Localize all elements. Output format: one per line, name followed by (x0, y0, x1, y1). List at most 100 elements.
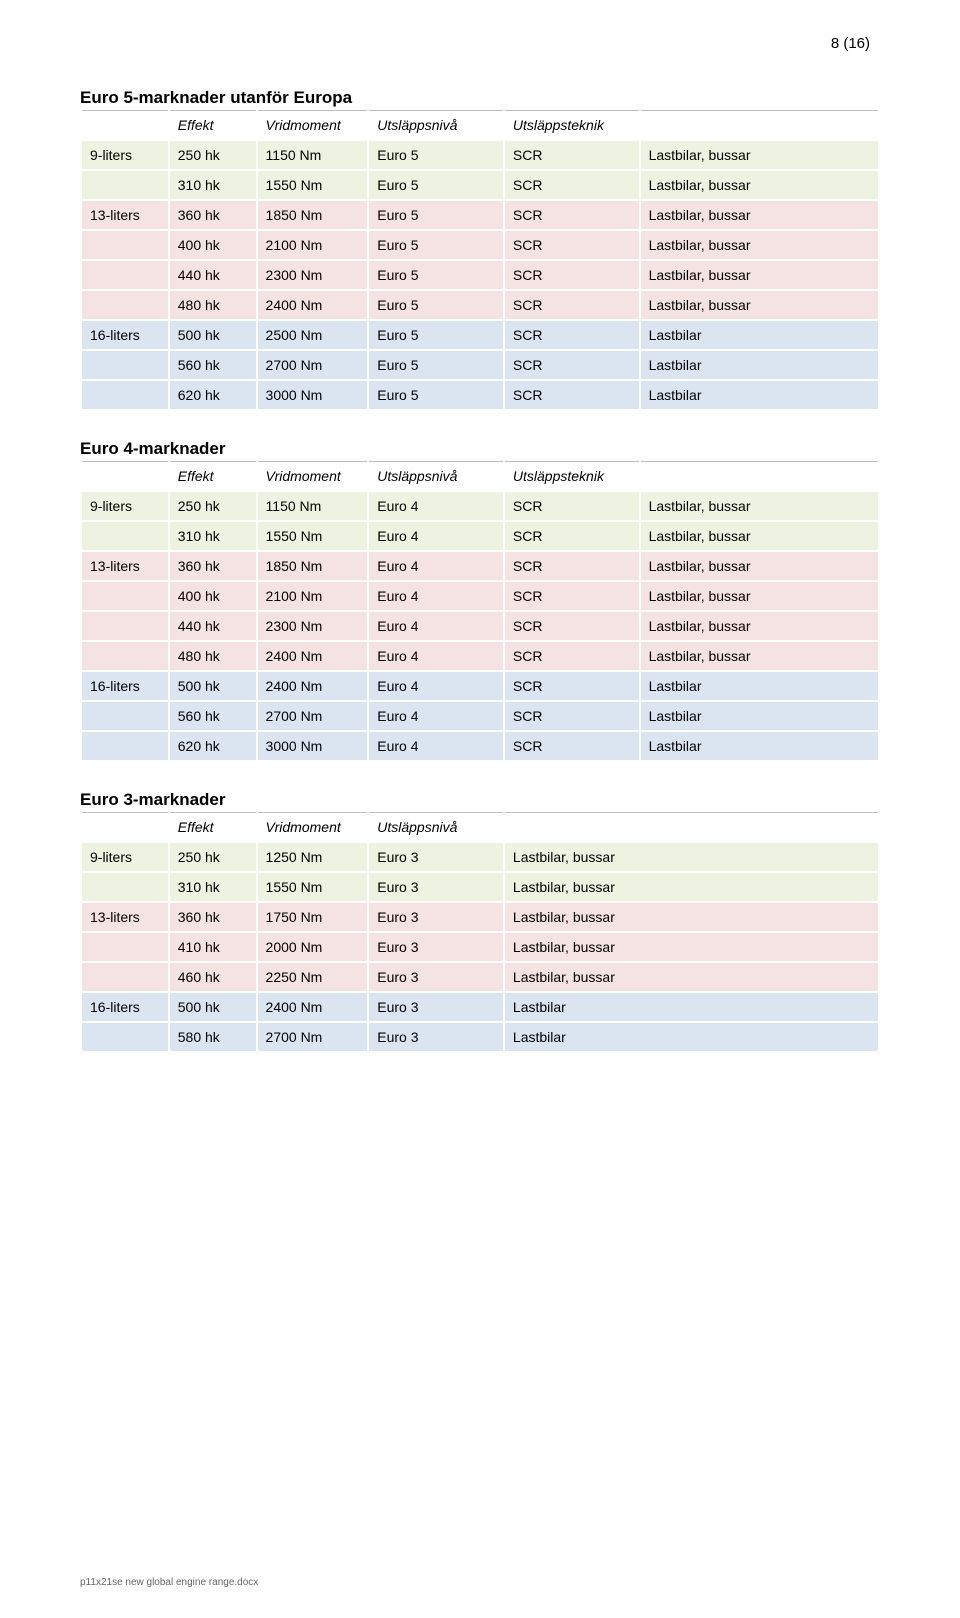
column-header (640, 111, 879, 141)
table-cell: 1150 Nm (257, 140, 369, 170)
table-cell: Euro 3 (368, 932, 504, 962)
table-cell: SCR (504, 170, 640, 200)
table-cell: Euro 5 (368, 320, 504, 350)
table-cell: 410 hk (169, 932, 257, 962)
table-cell: Euro 4 (368, 641, 504, 671)
table-row: 480 hk2400 NmEuro 4SCRLastbilar, bussar (81, 641, 879, 671)
table-cell: SCR (504, 320, 640, 350)
table-cell: Euro 3 (368, 842, 504, 872)
table-cell: Euro 3 (368, 992, 504, 1022)
table-cell: 2500 Nm (257, 320, 369, 350)
table-row: 13-liters360 hk1750 NmEuro 3Lastbilar, b… (81, 902, 879, 932)
table-cell (81, 872, 169, 902)
table-cell: SCR (504, 731, 640, 761)
table-cell: SCR (504, 491, 640, 521)
table-cell: 2300 Nm (257, 260, 369, 290)
table-cell: Euro 5 (368, 230, 504, 260)
table-cell: Lastbilar, bussar (504, 842, 879, 872)
column-header: Effekt (169, 462, 257, 492)
table-cell: 16-liters (81, 992, 169, 1022)
table-cell: SCR (504, 701, 640, 731)
table-cell: SCR (504, 581, 640, 611)
table-row: 16-liters500 hk2400 NmEuro 4SCRLastbilar (81, 671, 879, 701)
table-cell: Lastbilar, bussar (504, 962, 879, 992)
table-cell: 1550 Nm (257, 521, 369, 551)
column-header: Effekt (169, 813, 257, 843)
table-cell: SCR (504, 290, 640, 320)
column-header: Effekt (169, 111, 257, 141)
table-cell (81, 962, 169, 992)
table-cell: Euro 5 (368, 140, 504, 170)
table-cell: 360 hk (169, 200, 257, 230)
section-title: Euro 4-marknader (80, 439, 880, 459)
table-cell: Euro 5 (368, 290, 504, 320)
table-cell: Euro 4 (368, 731, 504, 761)
table-cell: Lastbilar, bussar (640, 551, 879, 581)
column-header (81, 462, 169, 492)
table-row: 13-liters360 hk1850 NmEuro 5SCRLastbilar… (81, 200, 879, 230)
table-cell: 1850 Nm (257, 200, 369, 230)
table-cell: 13-liters (81, 902, 169, 932)
table-cell: Euro 5 (368, 200, 504, 230)
page: 8 (16) Euro 5-marknader utanför EuropaEf… (0, 0, 960, 1618)
table-cell: 16-liters (81, 320, 169, 350)
table-cell: SCR (504, 611, 640, 641)
table-cell: Euro 3 (368, 1022, 504, 1052)
table-cell: Euro 4 (368, 701, 504, 731)
table-cell: SCR (504, 200, 640, 230)
table-cell: Lastbilar (640, 320, 879, 350)
table-cell: 2400 Nm (257, 641, 369, 671)
table-cell (81, 170, 169, 200)
table-cell: Lastbilar (640, 731, 879, 761)
table-cell: Lastbilar, bussar (504, 932, 879, 962)
table-cell: 2000 Nm (257, 932, 369, 962)
table-cell: 2100 Nm (257, 230, 369, 260)
column-header: Vridmoment (257, 111, 369, 141)
table-cell: 2300 Nm (257, 611, 369, 641)
table-cell: 250 hk (169, 491, 257, 521)
table-cell: SCR (504, 380, 640, 410)
table-cell: Euro 4 (368, 581, 504, 611)
table-cell: 2700 Nm (257, 1022, 369, 1052)
table-cell: Lastbilar (504, 992, 879, 1022)
table-cell: Lastbilar, bussar (640, 611, 879, 641)
table-cell (81, 380, 169, 410)
table-cell: Lastbilar, bussar (640, 521, 879, 551)
table-cell: SCR (504, 641, 640, 671)
table-cell: Lastbilar, bussar (640, 581, 879, 611)
table-cell: 580 hk (169, 1022, 257, 1052)
table-cell: SCR (504, 260, 640, 290)
table-row: 440 hk2300 NmEuro 5SCRLastbilar, bussar (81, 260, 879, 290)
column-header (81, 813, 169, 843)
table-row: 16-liters500 hk2400 NmEuro 3Lastbilar (81, 992, 879, 1022)
data-table: EffektVridmomentUtsläppsnivå9-liters250 … (80, 812, 880, 1053)
table-cell: 400 hk (169, 230, 257, 260)
column-header: Utsläppsnivå (368, 111, 504, 141)
table-row: 400 hk2100 NmEuro 4SCRLastbilar, bussar (81, 581, 879, 611)
table-cell: 310 hk (169, 170, 257, 200)
table-cell: 9-liters (81, 842, 169, 872)
table-cell: 9-liters (81, 140, 169, 170)
table-cell: 440 hk (169, 260, 257, 290)
table-row: 560 hk2700 NmEuro 4SCRLastbilar (81, 701, 879, 731)
sections-container: Euro 5-marknader utanför EuropaEffektVri… (80, 88, 880, 1053)
table-row: 560 hk2700 NmEuro 5SCRLastbilar (81, 350, 879, 380)
table-cell: Lastbilar, bussar (640, 260, 879, 290)
table-cell (81, 350, 169, 380)
column-header: Vridmoment (257, 813, 369, 843)
table-row: 13-liters360 hk1850 NmEuro 4SCRLastbilar… (81, 551, 879, 581)
table-cell: Lastbilar, bussar (504, 902, 879, 932)
table-cell: SCR (504, 671, 640, 701)
column-header (640, 462, 879, 492)
table-cell: 480 hk (169, 290, 257, 320)
table-cell: 2400 Nm (257, 290, 369, 320)
table-cell (81, 1022, 169, 1052)
table-row: 460 hk2250 NmEuro 3Lastbilar, bussar (81, 962, 879, 992)
table-cell: 1250 Nm (257, 842, 369, 872)
page-number: 8 (16) (831, 35, 870, 52)
table-cell: Lastbilar, bussar (640, 140, 879, 170)
table-cell: 250 hk (169, 140, 257, 170)
table-row: 400 hk2100 NmEuro 5SCRLastbilar, bussar (81, 230, 879, 260)
table-cell: 560 hk (169, 350, 257, 380)
table-cell: Euro 3 (368, 962, 504, 992)
